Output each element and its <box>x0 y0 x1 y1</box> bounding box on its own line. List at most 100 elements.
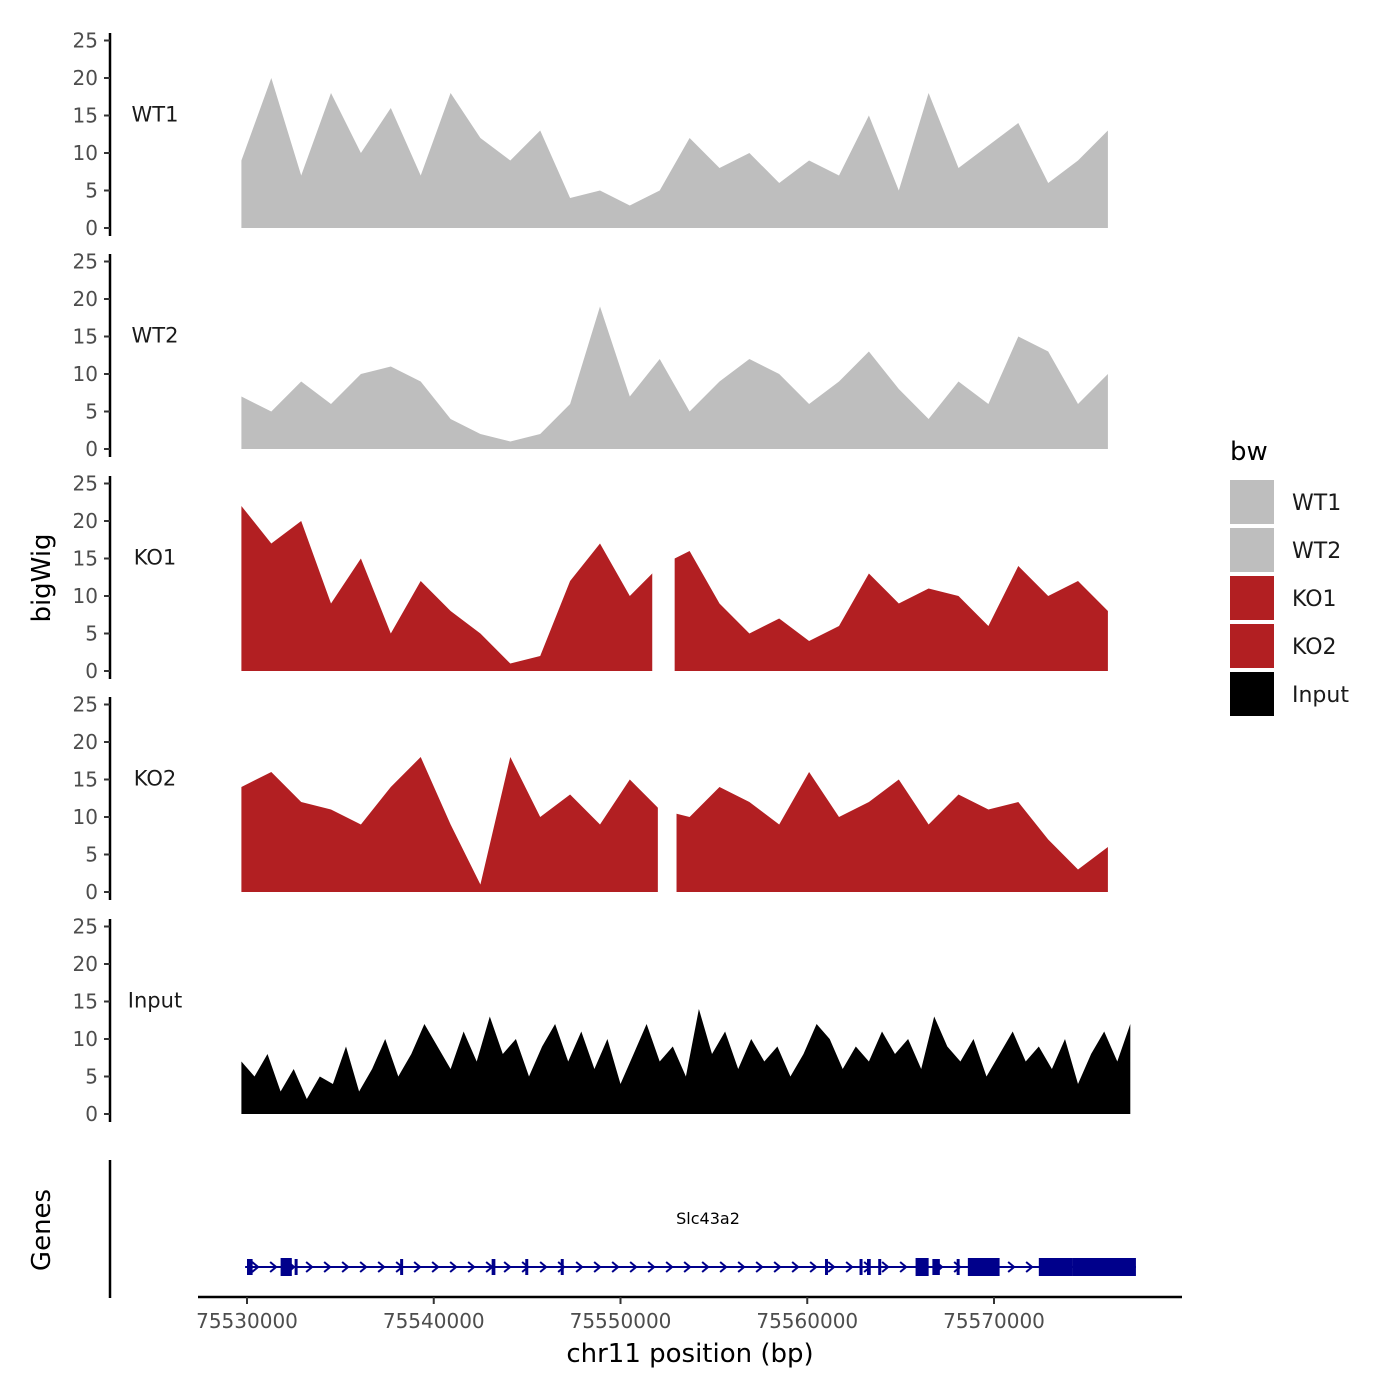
y-tick-label: 10 <box>73 141 98 165</box>
y-tick-label: 5 <box>85 622 98 646</box>
x-tick-label: 75550000 <box>570 1309 672 1333</box>
strand-arrow <box>359 1261 368 1273</box>
strand-arrow <box>755 1261 764 1273</box>
x-axis-title: chr11 position (bp) <box>566 1339 813 1369</box>
legend-label-wt2: WT2 <box>1292 539 1341 564</box>
strand-arrow <box>683 1261 692 1273</box>
gene-exon <box>560 1259 564 1275</box>
legend-swatch-ko2 <box>1230 624 1274 668</box>
strand-arrow <box>719 1261 728 1273</box>
strand-arrow <box>881 1261 890 1273</box>
gene-exon <box>1038 1258 1073 1276</box>
strand-arrow <box>269 1261 278 1273</box>
y-tick-label: 5 <box>85 179 98 203</box>
y-tick-label: 20 <box>73 509 98 533</box>
y-tick-label: 0 <box>85 437 98 461</box>
strand-arrow <box>845 1261 854 1273</box>
strand-arrow <box>251 1261 260 1273</box>
y-tick-label: 5 <box>85 843 98 867</box>
strand-arrow <box>413 1261 422 1273</box>
strand-arrow <box>467 1261 476 1273</box>
legend-swatch-wt1 <box>1230 480 1274 524</box>
legend: bw WT1 WT2 KO1 KO2 Input <box>1230 437 1349 716</box>
y-tick-label: 0 <box>85 659 98 683</box>
strand-arrow <box>611 1261 620 1273</box>
y-tick-label: 0 <box>85 216 98 240</box>
gene-exon <box>280 1258 292 1276</box>
coverage-gap <box>657 697 677 893</box>
y-tick-label: 5 <box>85 1065 98 1089</box>
y-tick-label: 0 <box>85 1102 98 1126</box>
legend-label-ko1: KO1 <box>1292 587 1337 612</box>
strand-arrow <box>503 1261 512 1273</box>
strand-arrow <box>377 1261 386 1273</box>
track-label: KO2 <box>134 767 177 791</box>
track-label: WT2 <box>132 324 179 348</box>
strand-arrow <box>737 1261 746 1273</box>
x-tick-label: 75530000 <box>196 1309 298 1333</box>
gene-exon <box>915 1258 929 1276</box>
gene-exon <box>525 1259 529 1275</box>
track-wt1: 0 5 10 15 20 25 WT1 <box>73 29 1108 240</box>
area-input <box>241 1009 1131 1114</box>
y-tick-label: 15 <box>73 990 98 1014</box>
area-wt2 <box>241 306 1108 449</box>
y-tick-label: 20 <box>73 287 98 311</box>
x-tick-label: 75570000 <box>943 1309 1045 1333</box>
y-tick-label: 20 <box>73 66 98 90</box>
gene-exon <box>1072 1258 1136 1276</box>
gene-exon <box>247 1259 253 1275</box>
strand-arrow <box>593 1261 602 1273</box>
strand-arrow <box>1025 1261 1034 1273</box>
track-label: WT1 <box>132 103 179 127</box>
y-tick-label: 25 <box>73 250 98 274</box>
gene-exon <box>932 1259 940 1275</box>
track-ko1: 0 5 10 15 20 25 KO1 <box>73 472 1108 683</box>
legend-swatch-ko1 <box>1230 576 1274 620</box>
y-axis-title: bigWig <box>27 533 57 622</box>
y-tick-label: 15 <box>73 104 98 128</box>
legend-label-wt1: WT1 <box>1292 491 1341 516</box>
x-tick-label: 75540000 <box>383 1309 485 1333</box>
area-wt1 <box>241 78 1108 228</box>
strand-arrow <box>629 1261 638 1273</box>
gene-name-label: Slc43a2 <box>676 1209 740 1228</box>
y-tick-label: 25 <box>73 693 98 717</box>
strand-arrow <box>539 1261 548 1273</box>
strand-arrow <box>323 1261 332 1273</box>
y-tick-label: 10 <box>73 584 98 608</box>
strand-arrow <box>773 1261 782 1273</box>
y-tick-label: 25 <box>73 472 98 496</box>
strand-arrow <box>557 1261 566 1273</box>
strand-arrow <box>647 1261 656 1273</box>
legend-label-input: Input <box>1292 683 1349 708</box>
strand-arrow <box>665 1261 674 1273</box>
gene-exon <box>859 1259 863 1275</box>
gene-exon <box>867 1259 871 1275</box>
strand-arrow <box>575 1261 584 1273</box>
gene-exon <box>878 1259 882 1275</box>
track-label: KO1 <box>134 546 177 570</box>
y-tick-label: 10 <box>73 362 98 386</box>
strand-arrow <box>305 1261 314 1273</box>
y-tick-label: 10 <box>73 805 98 829</box>
strand-arrow <box>809 1261 818 1273</box>
gene-exon <box>967 1258 1000 1276</box>
y-tick-label: 0 <box>85 880 98 904</box>
track-wt2: 0 5 10 15 20 25 WT2 <box>73 250 1108 461</box>
strand-arrow <box>827 1261 836 1273</box>
track-ko2: 0 5 10 15 20 25 KO2 <box>73 693 1108 904</box>
gene-exon <box>491 1259 496 1275</box>
y-tick-label: 25 <box>73 915 98 939</box>
legend-swatch-input <box>1230 672 1274 716</box>
strand-arrow <box>1007 1261 1016 1273</box>
x-tick-label: 75560000 <box>756 1309 858 1333</box>
x-axis: 75530000 75540000 75550000 75560000 75570000 <box>196 1295 1182 1333</box>
track-label: Input <box>128 989 182 1013</box>
track-input: 0 5 10 15 20 25 Input <box>73 915 1131 1126</box>
y-tick-label: 15 <box>73 547 98 571</box>
coverage-gap <box>652 476 675 672</box>
y-tick-label: 20 <box>73 952 98 976</box>
